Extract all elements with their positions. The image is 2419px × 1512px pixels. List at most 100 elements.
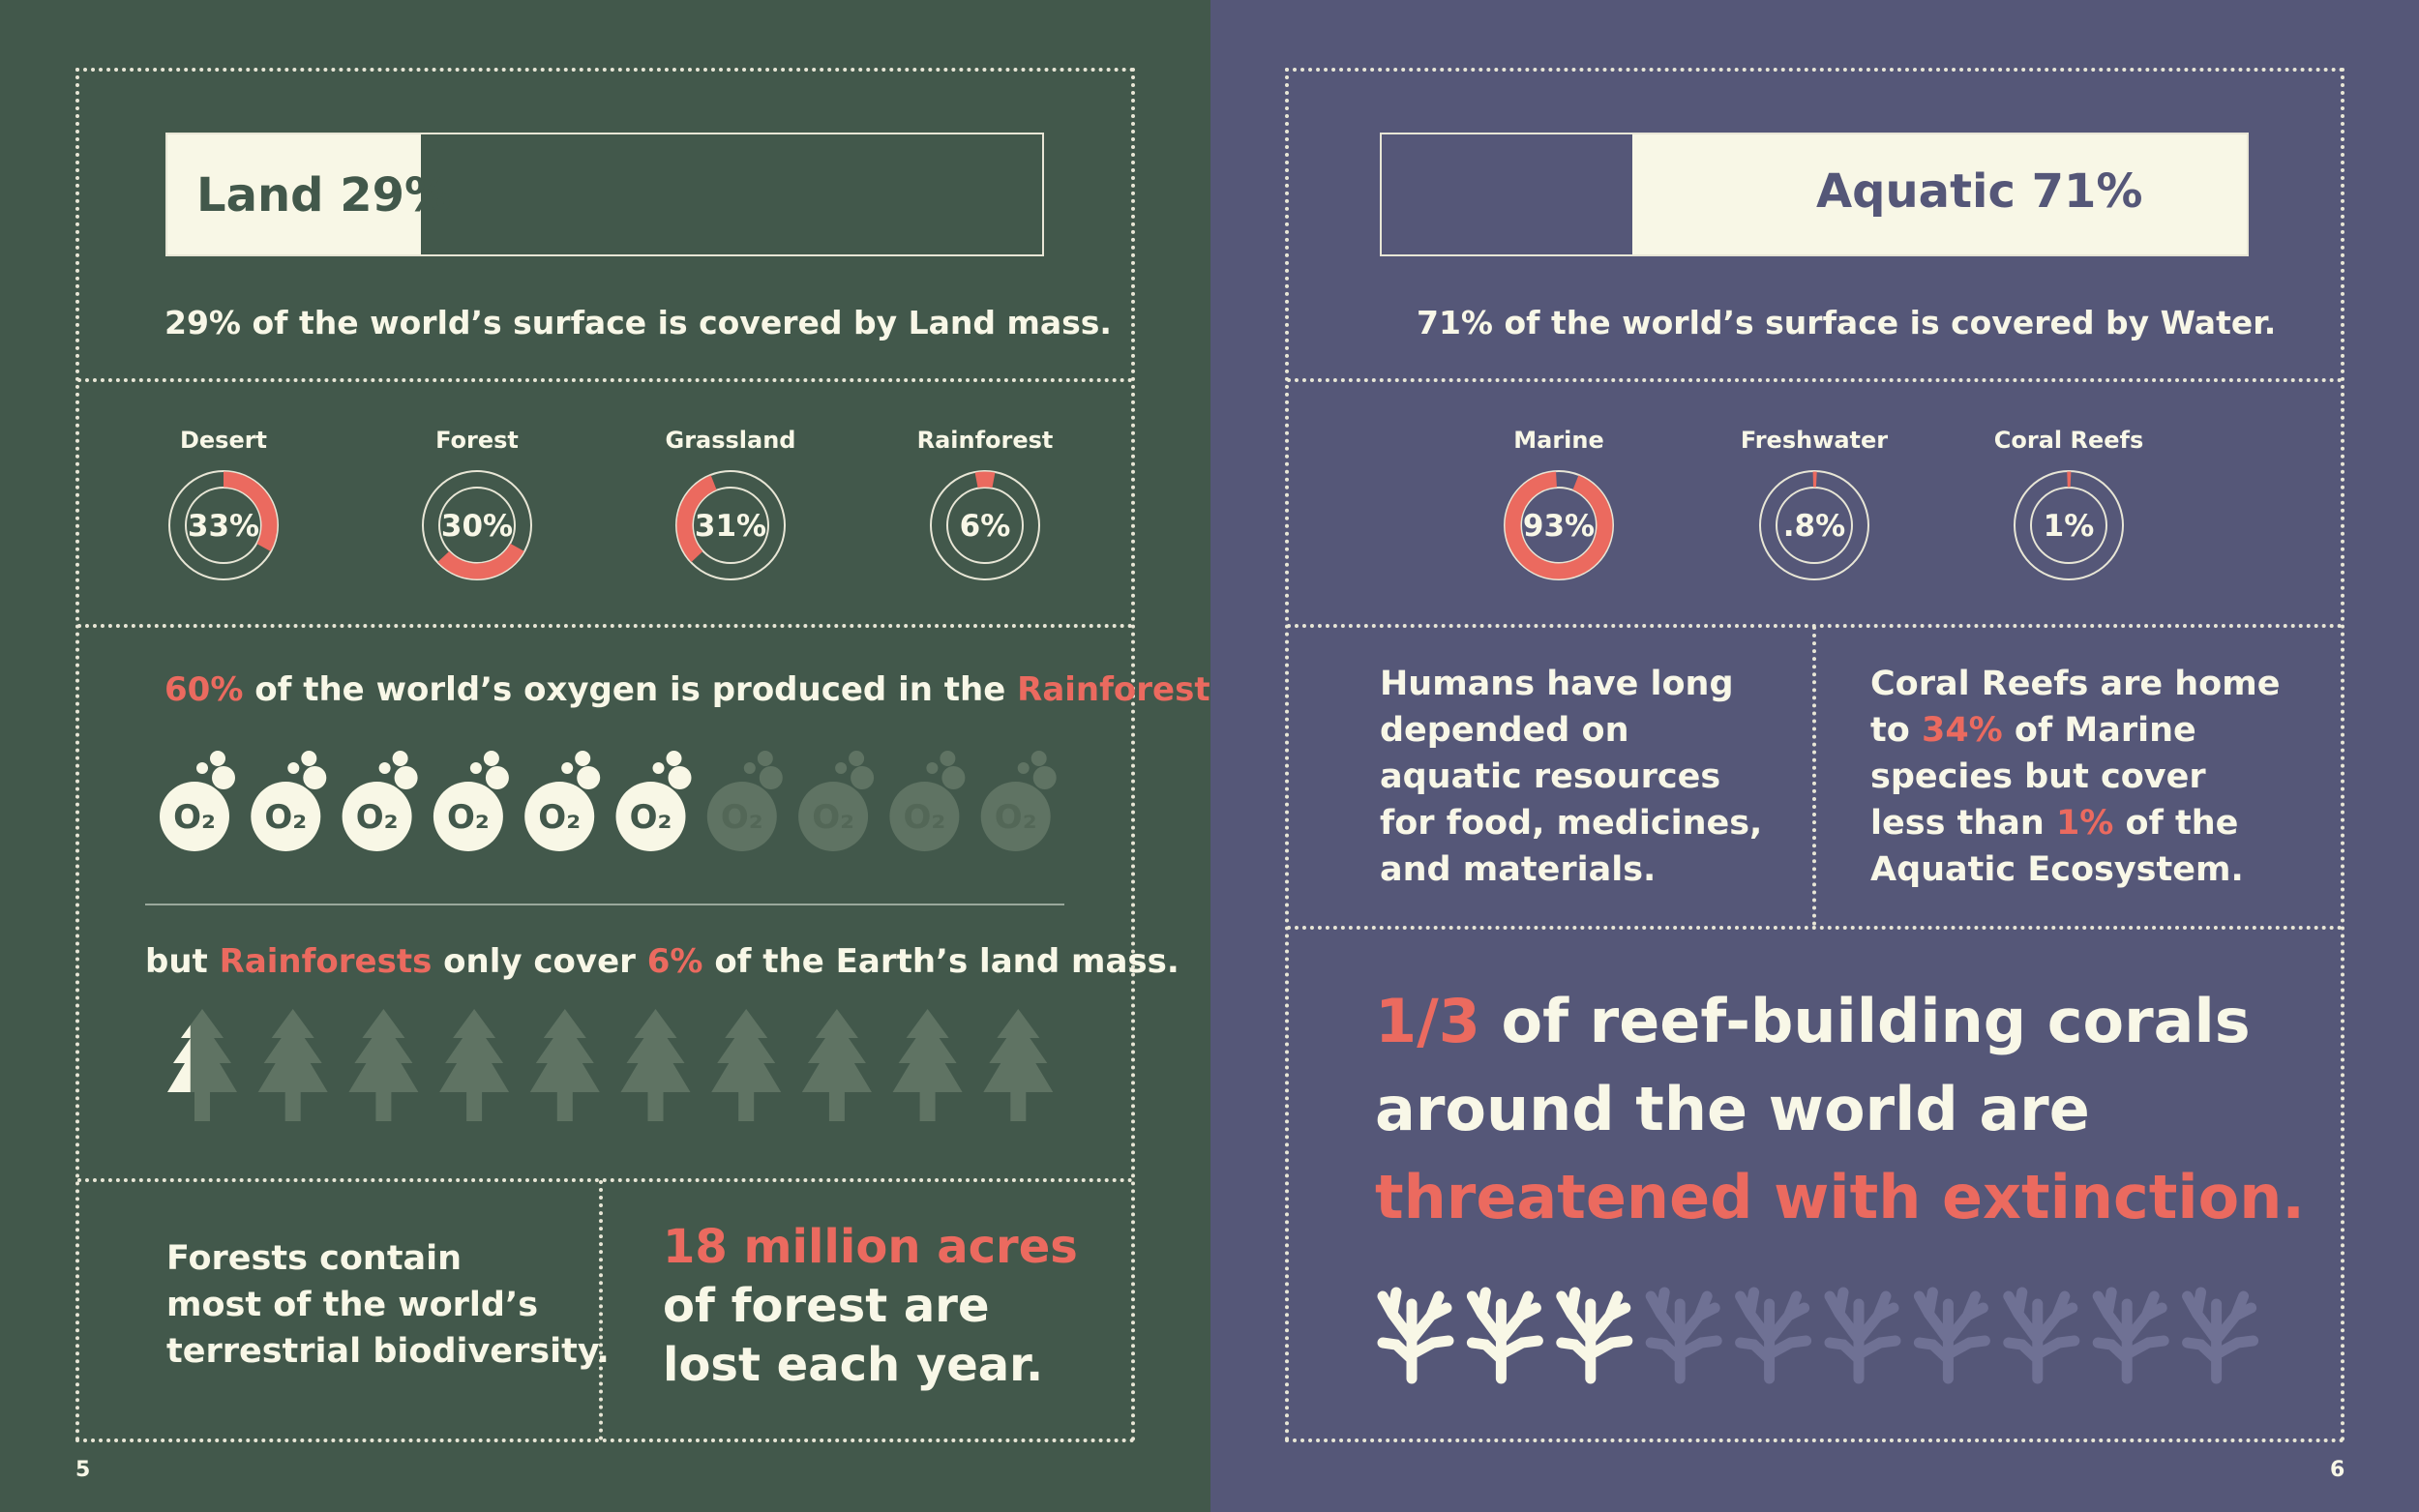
aquatic-page: Aquatic 71% 71% of the world’s surface i… <box>1210 0 2419 1512</box>
land-divider-1 <box>77 378 1133 382</box>
land-label-rainforest: Rainforest <box>916 427 1054 454</box>
aquatic-divider-1 <box>1287 378 2343 382</box>
svg-text:O₂: O₂ <box>904 798 946 837</box>
tree-icon <box>439 1009 510 1121</box>
svg-text:O₂: O₂ <box>264 798 307 837</box>
coral-home-line-3: species but cover <box>1870 757 2206 796</box>
humans-line-5: and materials. <box>1380 850 1657 889</box>
tree-icon <box>529 1009 600 1121</box>
svg-text:O₂: O₂ <box>721 798 763 837</box>
oxygen-place: Rainforest. <box>1017 670 1223 709</box>
biodiversity-line-3: terrestrial biodiversity. <box>166 1332 610 1371</box>
page-number-right: 6 <box>2330 1458 2345 1482</box>
donut-arc <box>423 471 531 579</box>
donut-value: 30% <box>441 509 513 544</box>
forest-loss-text: 18 million acres of forest are lost each… <box>663 1218 1078 1395</box>
svg-text:O₂: O₂ <box>812 798 854 837</box>
aquatic-label-coral-reefs: Coral Reefs <box>1993 427 2144 454</box>
aquatic-summary: 71% of the world’s surface is covered by… <box>1417 304 2277 341</box>
coral-icon-faded <box>2003 1287 2080 1384</box>
humans-line-3: aquatic resources <box>1380 757 1721 796</box>
land-donut-rainforest: 6% <box>930 470 1040 580</box>
coral-icon-filled <box>1556 1287 1633 1384</box>
oxygen-separator <box>145 904 1064 905</box>
land-divider-3 <box>77 1178 1133 1182</box>
coral-icon-faded <box>1824 1287 1901 1384</box>
coral-icon-faded <box>1913 1287 1990 1384</box>
donut-value: 93% <box>1523 509 1595 544</box>
svg-text:O₂: O₂ <box>173 798 216 837</box>
coral-icon-row <box>1377 1287 2259 1384</box>
coral-icon-filled <box>1466 1287 1543 1384</box>
donut-arc <box>676 471 785 579</box>
oxygen-icon-filled: O₂ <box>251 751 327 851</box>
oxygen-statement: 60% of the world’s oxygen is produced in… <box>164 670 1223 709</box>
land-bar-fill <box>167 134 422 254</box>
donut-arc <box>169 471 278 579</box>
oxygen-percent: 60% <box>164 670 244 709</box>
oxygen-icon-row: O₂ O₂ O₂ O₂ O₂ O₂ O₂ O₂ O₂ O₂ <box>160 751 1057 851</box>
humans-line-2: depended on <box>1380 711 1629 750</box>
oxygen-icon-filled: O₂ <box>160 751 235 851</box>
coral-home-1-percent: 1% <box>2055 804 2114 843</box>
tree-icon-row <box>167 1009 1054 1121</box>
tree-icon <box>167 1009 237 1121</box>
coral-home-34-percent: 34% <box>1921 711 2003 750</box>
aquatic-bar-fill <box>1632 134 2247 254</box>
tree-icon-filled-part <box>167 1024 191 1092</box>
aquatic-bar-label: Aquatic 71% <box>1816 164 2143 219</box>
donut-value: .8% <box>1783 509 1845 544</box>
land-page: Land 29% 29% of the world’s surface is c… <box>0 0 1223 1512</box>
svg-text:O₂: O₂ <box>356 798 399 837</box>
land-percentage-bar <box>165 133 1044 256</box>
oxygen-icon-faded: O₂ <box>706 751 783 851</box>
land-label-grassland: Grassland <box>665 427 796 454</box>
aquatic-label-marine: Marine <box>1513 427 1604 454</box>
donut-value: 1% <box>2044 509 2095 544</box>
oxygen-icon-filled: O₂ <box>342 751 418 851</box>
oxygen-icon-filled: O₂ <box>524 751 601 851</box>
coral-icon-faded <box>2182 1287 2259 1384</box>
svg-text:O₂: O₂ <box>538 798 581 837</box>
coral-home-line-2: to 34% of Marine <box>1870 707 2280 754</box>
land-bar-label: Land 29% <box>196 168 452 222</box>
coral-threat-line-3: threatened with extinction. <box>1375 1162 2305 1232</box>
coral-threat-line-1: 1/3 of reef-building corals <box>1375 977 2305 1065</box>
rainforest-prefix: but <box>145 942 220 981</box>
land-label-forest: Forest <box>435 427 519 454</box>
coral-threat-fraction: 1/3 <box>1375 986 1480 1056</box>
coral-home-line-2c: of Marine <box>2002 711 2196 750</box>
rainforest-cover-statement: but Rainforests only cover 6% of the Ear… <box>145 942 1180 981</box>
tree-icon <box>801 1009 872 1121</box>
tree-icon <box>348 1009 419 1121</box>
donut-value: 33% <box>188 509 259 544</box>
aquatic-frame <box>1285 68 2344 1442</box>
coral-home-text: Coral Reefs are home to 34% of Marine sp… <box>1870 661 2280 893</box>
tree-icon <box>620 1009 691 1121</box>
aquatic-donut-freshwater: .8% <box>1759 470 1869 580</box>
tree-icon <box>983 1009 1054 1121</box>
land-frame <box>75 68 1135 1442</box>
oxygen-text: of the world’s oxygen is produced in the <box>243 670 1018 709</box>
donut-arc <box>2015 471 2123 579</box>
page-number-left: 5 <box>75 1458 91 1482</box>
rainforest-mid: only cover <box>432 942 647 981</box>
biodiversity-text: Forests contain most of the world’s terr… <box>166 1235 610 1375</box>
oxygen-icon-filled: O₂ <box>433 751 509 851</box>
coral-home-line-1: Coral Reefs are home <box>1870 665 2281 703</box>
aquatic-donut-marine: 93% <box>1504 470 1614 580</box>
donut-arc <box>931 471 1039 579</box>
tree-icon <box>892 1009 963 1121</box>
aquatic-divider-3 <box>1287 926 2343 930</box>
aquatic-donut-coral-reefs: 1% <box>2014 470 2124 580</box>
coral-threat-text: 1/3 of reef-building corals around the w… <box>1375 977 2305 1241</box>
coral-home-line-2a: to <box>1870 711 1922 750</box>
biodiversity-line-2: most of the world’s <box>166 1286 539 1324</box>
land-divider-vertical <box>599 1180 603 1440</box>
land-donut-forest: 30% <box>422 470 532 580</box>
humans-line-1: Humans have long <box>1380 665 1734 703</box>
land-summary: 29% of the world’s surface is covered by… <box>164 304 1112 341</box>
donut-value: 31% <box>695 509 766 544</box>
svg-text:O₂: O₂ <box>447 798 490 837</box>
coral-icon-faded <box>1735 1287 1812 1384</box>
